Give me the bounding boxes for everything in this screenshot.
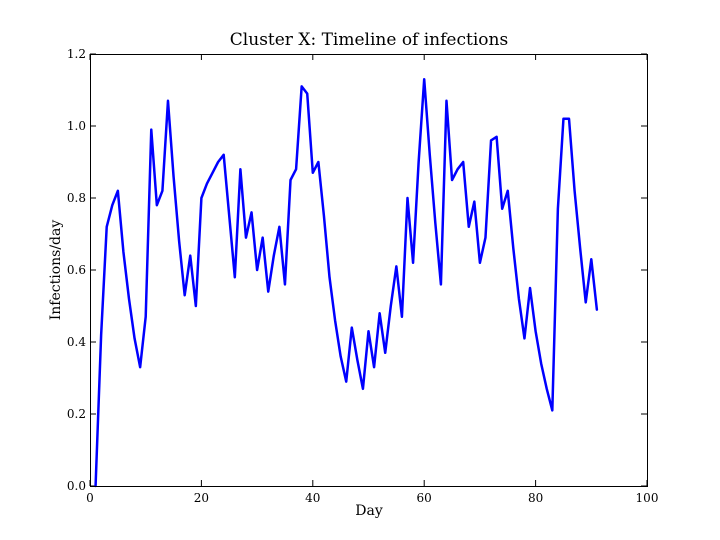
series-line-0: [94, 77, 599, 488]
chart-title: Cluster X: Timeline of infections: [230, 30, 508, 50]
y-tick-label: 0.0: [67, 479, 86, 493]
x-tick-label: 60: [417, 491, 432, 505]
x-tick-label: 40: [305, 491, 320, 505]
x-tick-label: 100: [636, 491, 659, 505]
y-tick-label: 0.4: [67, 335, 86, 349]
y-axis-label: Infections/day: [48, 220, 64, 321]
y-tick-label: 1.0: [67, 119, 86, 133]
y-tick-label: 1.2: [67, 47, 86, 61]
y-tick-label: 0.6: [67, 263, 86, 277]
y-tick-label: 0.8: [67, 191, 86, 205]
y-tick-label: 0.2: [67, 407, 86, 421]
x-tick-label: 0: [86, 491, 94, 505]
axis-ticks: 0 20 40 60 80 100 0.0 0.2 0.4 0.6 0.8 1.0 1.2: [67, 47, 659, 505]
series-layer: [94, 77, 599, 488]
x-tick-label: 80: [528, 491, 543, 505]
x-axis-label: Day: [355, 503, 383, 519]
x-tick-label: 20: [194, 491, 209, 505]
plot-frame: [90, 54, 648, 487]
